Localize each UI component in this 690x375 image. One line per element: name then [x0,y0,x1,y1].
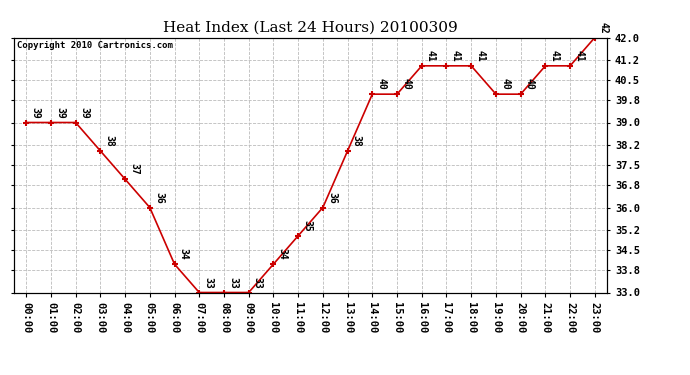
Text: 41: 41 [475,50,485,62]
Text: 38: 38 [104,135,115,147]
Text: 39: 39 [80,106,90,118]
Text: 41: 41 [549,50,560,62]
Text: 33: 33 [228,277,238,288]
Text: 38: 38 [352,135,362,147]
Text: 42: 42 [599,22,609,33]
Text: 36: 36 [327,192,337,203]
Text: 41: 41 [426,50,436,62]
Text: 33: 33 [204,277,213,288]
Text: 40: 40 [401,78,411,90]
Text: 40: 40 [525,78,535,90]
Text: 40: 40 [500,78,510,90]
Title: Heat Index (Last 24 Hours) 20100309: Heat Index (Last 24 Hours) 20100309 [163,21,458,35]
Text: Copyright 2010 Cartronics.com: Copyright 2010 Cartronics.com [17,41,172,50]
Text: 40: 40 [377,78,386,90]
Text: 37: 37 [129,163,139,175]
Text: 34: 34 [179,248,188,260]
Text: 39: 39 [30,106,40,118]
Text: 36: 36 [154,192,164,203]
Text: 33: 33 [253,277,263,288]
Text: 39: 39 [55,106,65,118]
Text: 41: 41 [451,50,461,62]
Text: 34: 34 [277,248,288,260]
Text: 41: 41 [574,50,584,62]
Text: 35: 35 [302,220,313,232]
